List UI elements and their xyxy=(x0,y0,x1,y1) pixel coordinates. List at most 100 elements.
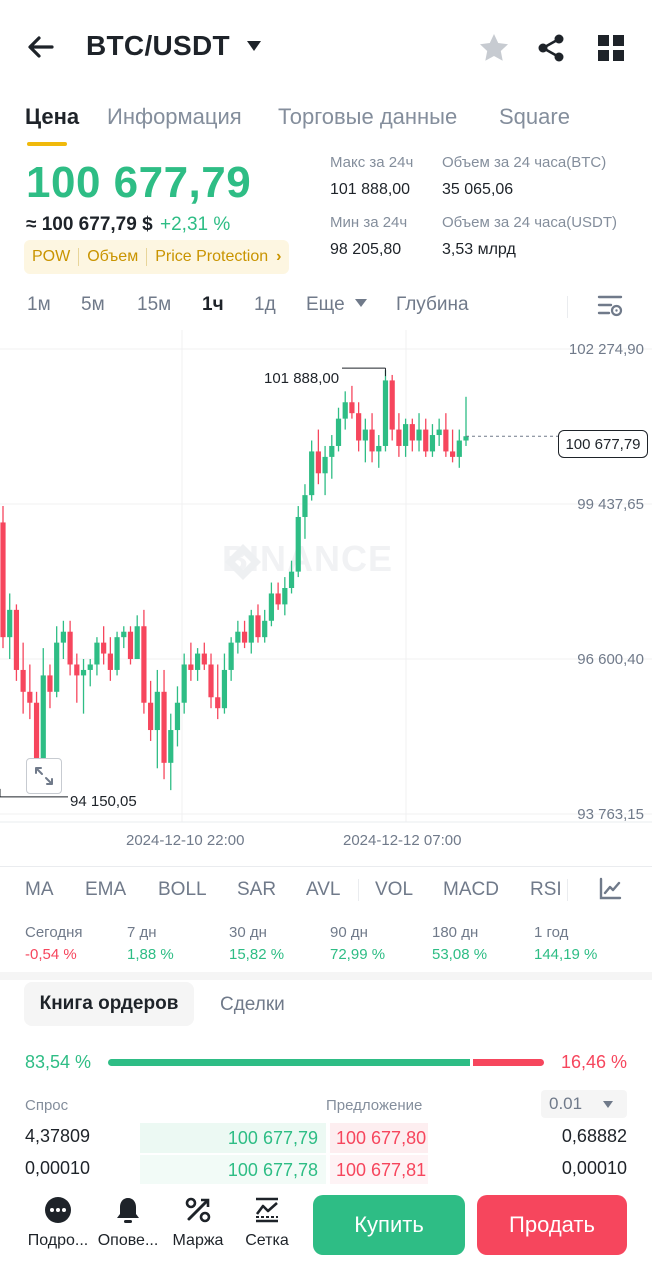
stat-high-label: Макс за 24ч xyxy=(330,154,414,171)
interval-depth[interactable]: Глубина xyxy=(396,294,469,315)
chart-settings-icon[interactable] xyxy=(597,294,623,318)
candle-body xyxy=(356,413,362,441)
candle-body xyxy=(201,653,207,665)
candle-body xyxy=(168,730,174,763)
candle-body xyxy=(134,626,140,660)
indicator-boll[interactable]: BOLL xyxy=(158,879,207,900)
caret-down-icon[interactable] xyxy=(246,40,262,52)
candle-body xyxy=(282,588,288,605)
precision-select[interactable]: 0.01 xyxy=(541,1090,627,1118)
tag-strip[interactable]: POW Объем Price Protection › xyxy=(24,240,290,274)
indicator-vol[interactable]: VOL xyxy=(375,879,414,900)
tab-active-indicator xyxy=(27,142,67,146)
perf-period-label: 180 дн xyxy=(432,924,479,941)
candle-body xyxy=(409,424,415,441)
share-icon[interactable] xyxy=(537,33,565,63)
y-tick-label: 102 274,90 xyxy=(568,341,644,358)
candle-body xyxy=(40,675,46,780)
y-tick-label: 93 763,15 xyxy=(577,806,644,823)
tab-info[interactable]: Информация xyxy=(107,104,242,129)
nav-grid-label: Сетка xyxy=(245,1232,289,1249)
interval-1m[interactable]: 1м xyxy=(27,294,51,315)
stat-vol-usdt-value: 3,53 млрд xyxy=(442,241,516,258)
tag-pow[interactable]: POW xyxy=(32,248,71,265)
candle-body xyxy=(60,631,66,643)
indicator-divider xyxy=(567,879,568,901)
indicator-rsi[interactable]: RSI xyxy=(530,879,562,900)
nav-details[interactable]: Подро... xyxy=(23,1196,93,1250)
candle-body xyxy=(349,402,355,414)
grid-icon[interactable] xyxy=(598,35,624,61)
interval-more[interactable]: Еще xyxy=(306,294,368,316)
candle-body xyxy=(275,593,281,605)
candle-body xyxy=(221,669,228,709)
indicator-ema[interactable]: EMA xyxy=(85,879,127,900)
interval-divider xyxy=(567,296,568,318)
candle-body xyxy=(121,631,127,638)
candle-body xyxy=(449,451,456,457)
candle-body xyxy=(7,609,13,638)
indicator-chart-icon[interactable] xyxy=(598,877,622,901)
bid-ratio-value: 83,54 % xyxy=(25,1052,92,1072)
orderbook-row[interactable]: 4,37809 100 677,79 100 677,80 0,68882 xyxy=(0,1122,652,1154)
candle-body xyxy=(228,642,234,670)
chart-canvas[interactable] xyxy=(0,330,652,860)
indicator-avl[interactable]: AVL xyxy=(306,879,341,900)
candle-body xyxy=(107,653,113,670)
orderbook-row[interactable]: 0,00010 100 677,78 100 677,81 0,00010 xyxy=(0,1154,652,1186)
tab-square[interactable]: Square xyxy=(499,104,570,129)
tab-price[interactable]: Цена xyxy=(25,104,80,129)
interval-15m[interactable]: 15м xyxy=(137,294,172,315)
nav-alerts[interactable]: Опове... xyxy=(93,1196,163,1250)
ask-price[interactable]: 100 677,80 xyxy=(336,1128,427,1148)
candlestick-chart[interactable]: BINANCE 102 274,90 99 437,65 96 600,40 9… xyxy=(0,330,652,860)
indicator-macd[interactable]: MACD xyxy=(443,879,499,900)
interval-1d[interactable]: 1д xyxy=(254,294,276,315)
ask-column-label: Предложение xyxy=(326,1097,423,1114)
interval-5m[interactable]: 5м xyxy=(81,294,105,315)
caret-down-icon xyxy=(354,299,367,307)
candle-body xyxy=(33,702,40,780)
ask-price[interactable]: 100 677,81 xyxy=(336,1160,427,1180)
nav-grid[interactable]: Сетка xyxy=(232,1196,302,1250)
candle-body xyxy=(342,402,348,419)
fullscreen-button[interactable] xyxy=(26,758,62,794)
buy-button[interactable]: Купить xyxy=(313,1195,465,1255)
candle-body xyxy=(241,631,248,643)
candle-body xyxy=(463,436,469,441)
tag-divider xyxy=(78,248,80,266)
bid-price[interactable]: 100 677,78 xyxy=(227,1160,318,1180)
pair-title[interactable]: BTC/USDT xyxy=(86,30,230,61)
last-price: 100 677,79 xyxy=(26,158,252,207)
percent-icon xyxy=(185,1197,211,1223)
star-icon[interactable] xyxy=(478,32,510,64)
bottom-action-bar: Подро... Опове... Маржа Сетка Купить Про… xyxy=(0,1184,652,1280)
candle-body xyxy=(335,418,342,446)
y-tick-label: 99 437,65 xyxy=(577,496,644,513)
indicator-ma[interactable]: MA xyxy=(25,879,54,900)
candle-body xyxy=(423,429,429,452)
bid-price[interactable]: 100 677,79 xyxy=(227,1128,318,1148)
candle-body xyxy=(309,451,315,496)
tag-volume[interactable]: Объем xyxy=(87,248,139,265)
x-tick-label: 2024-12-12 07:00 xyxy=(343,832,462,849)
candle-body xyxy=(389,380,395,430)
candle-body xyxy=(141,626,147,703)
section-divider xyxy=(0,972,652,980)
tab-orderbook[interactable]: Книга ордеров xyxy=(24,982,194,1026)
sell-button[interactable]: Продать xyxy=(477,1195,627,1255)
ask-ratio-bar xyxy=(473,1059,544,1066)
indicator-sar[interactable]: SAR xyxy=(237,879,277,900)
nav-margin[interactable]: Маржа xyxy=(163,1196,233,1250)
tab-trades[interactable]: Сделки xyxy=(220,994,285,1015)
tag-price-protection[interactable]: Price Protection xyxy=(155,248,269,265)
interval-1h[interactable]: 1ч xyxy=(202,294,224,315)
indicator-bar: MA EMA BOLL SAR AVL VOL MACD RSI xyxy=(0,866,652,910)
top-bar: BTC/USDT xyxy=(0,0,652,96)
tab-trading-data[interactable]: Торговые данные xyxy=(278,104,458,129)
main-tabs: Цена Информация Торговые данные Square xyxy=(0,98,652,148)
back-arrow-icon[interactable] xyxy=(24,30,58,64)
stat-high-value: 101 888,00 xyxy=(330,181,411,198)
ask-depth-bar xyxy=(330,1123,428,1153)
candle-body xyxy=(114,637,120,670)
